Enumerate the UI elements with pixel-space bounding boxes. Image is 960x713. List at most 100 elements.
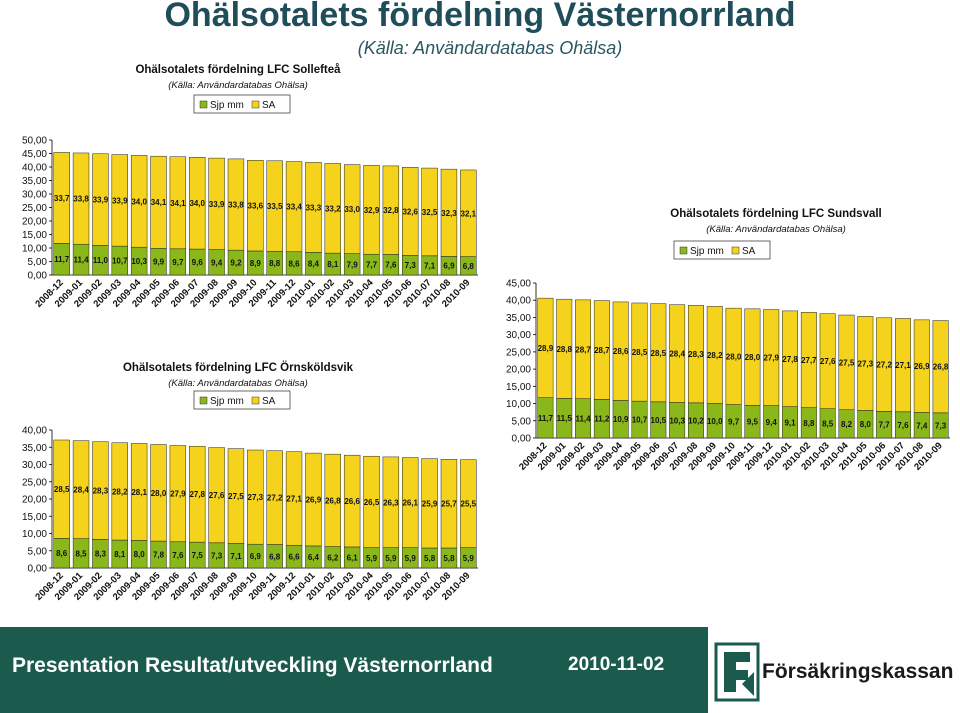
data-label: 27,6	[820, 357, 836, 366]
data-label: 28,8	[556, 345, 572, 354]
data-label: 9,7	[172, 258, 184, 267]
data-label: 32,9	[364, 206, 380, 215]
data-label: 33,7	[54, 194, 70, 203]
data-label: 11,0	[93, 256, 109, 265]
y-tick-label: 30,00	[506, 330, 531, 341]
y-tick-label: 25,00	[506, 347, 531, 358]
y-tick-label: 40,00	[506, 296, 531, 307]
bar-sa	[305, 162, 322, 253]
data-label: 33,5	[267, 202, 283, 211]
legend-swatch	[199, 396, 208, 405]
bar-sa	[593, 300, 610, 400]
data-label: 8,1	[114, 550, 126, 559]
bar-sa	[894, 318, 911, 413]
data-label: 5,9	[385, 554, 397, 563]
data-label: 10,5	[651, 416, 667, 425]
data-label: 8,6	[56, 549, 68, 558]
data-label: 34,1	[170, 199, 186, 208]
logo	[712, 640, 952, 704]
chart-title: Ohälsotalets fördelning LFC Sundsvall	[670, 208, 882, 220]
chart-ornskoldsvik-svg: Ohälsotalets fördelning LFC Örnsköldsvik…	[22, 361, 478, 603]
data-label: 7,8	[153, 551, 165, 560]
data-label: 6,4	[308, 553, 320, 562]
data-label: 34,1	[151, 198, 167, 207]
chart-sundsvall: Ohälsotalets fördelning LFC Sundsvall (Kä…	[490, 195, 956, 495]
bar-sa	[92, 441, 109, 540]
data-label: 7,3	[935, 421, 947, 430]
data-label: 28,6	[613, 347, 629, 356]
bar-sa	[150, 155, 167, 249]
footer-date: 2010-11-02	[568, 654, 665, 675]
y-tick-label: 45,00	[506, 279, 531, 290]
data-label: 5,9	[405, 554, 417, 563]
data-label: 28,2	[707, 351, 723, 360]
data-label: 27,7	[801, 356, 817, 365]
bar-sa	[556, 298, 573, 399]
y-tick-label: 10,00	[506, 399, 531, 410]
y-tick-label: 20,00	[506, 365, 531, 376]
bar-sa	[421, 458, 438, 549]
data-label: 25,5	[461, 500, 477, 509]
data-label: 28,4	[73, 486, 89, 495]
data-label: 10,3	[669, 416, 685, 425]
data-label: 27,2	[267, 494, 283, 503]
y-tick-label: 30,00	[22, 190, 47, 201]
data-label: 6,2	[327, 553, 339, 562]
data-label: 32,3	[441, 209, 457, 218]
data-label: 28,7	[575, 345, 591, 354]
bar-sa	[402, 167, 419, 256]
bar-sa	[763, 309, 780, 406]
data-label: 33,9	[112, 196, 128, 205]
bar-sa	[876, 317, 893, 412]
bar-sa	[111, 154, 128, 247]
y-tick-label: 35,00	[22, 176, 47, 187]
data-label: 26,3	[383, 498, 399, 507]
data-label: 33,4	[286, 203, 302, 212]
bar-sa	[343, 454, 361, 548]
data-label: 7,4	[916, 421, 928, 430]
data-label: 8,0	[860, 420, 872, 429]
data-label: 8,3	[95, 550, 107, 559]
data-label: 26,5	[364, 498, 380, 507]
data-label: 28,0	[745, 353, 761, 362]
y-tick-label: 40,00	[22, 163, 47, 174]
data-label: 27,3	[248, 493, 264, 502]
bar-sa	[324, 163, 341, 254]
data-label: 8,9	[250, 259, 262, 268]
bar-sa	[631, 302, 648, 402]
data-label: 27,9	[763, 354, 779, 363]
data-label: 32,1	[461, 209, 477, 218]
data-label: 27,5	[228, 492, 244, 501]
data-label: 7,6	[172, 551, 184, 560]
y-tick-label: 15,00	[22, 230, 47, 241]
data-label: 6,9	[250, 552, 262, 561]
data-label: 25,9	[422, 499, 438, 508]
bar-sa	[53, 152, 70, 244]
legend-label: SA	[742, 246, 756, 257]
data-label: 10,7	[632, 416, 648, 425]
page-subtitle: (Källa: Användardatabas Ohälsa)	[357, 38, 623, 58]
data-label: 10,2	[688, 416, 704, 425]
data-label: 25,7	[441, 500, 457, 509]
data-label: 8,5	[822, 419, 834, 428]
bar-sa	[169, 445, 187, 543]
bar-sa	[285, 161, 303, 253]
chart-solleftea: Ohälsotalets fördelning LFC Sollefteå (Kä…	[0, 57, 484, 332]
legend-label: Sjp mm	[210, 396, 244, 407]
data-label: 33,6	[248, 202, 264, 211]
data-label: 7,7	[366, 261, 378, 270]
data-label: 10,3	[131, 257, 147, 266]
data-label: 9,5	[747, 418, 759, 427]
legend-swatch	[679, 246, 688, 255]
y-tick-label: 20,00	[22, 217, 47, 228]
bar-sa	[800, 312, 817, 408]
data-label: 27,2	[876, 361, 892, 370]
bar-sa	[460, 459, 477, 548]
data-label: 28,5	[632, 348, 648, 357]
legend-label: SA	[262, 396, 276, 407]
data-label: 5,9	[366, 554, 378, 563]
page-title: Ohälsotalets fördelning Västernorrland	[164, 0, 796, 34]
bar-sa	[687, 305, 704, 404]
legend-swatch	[251, 100, 260, 109]
bar-sa	[266, 450, 283, 545]
